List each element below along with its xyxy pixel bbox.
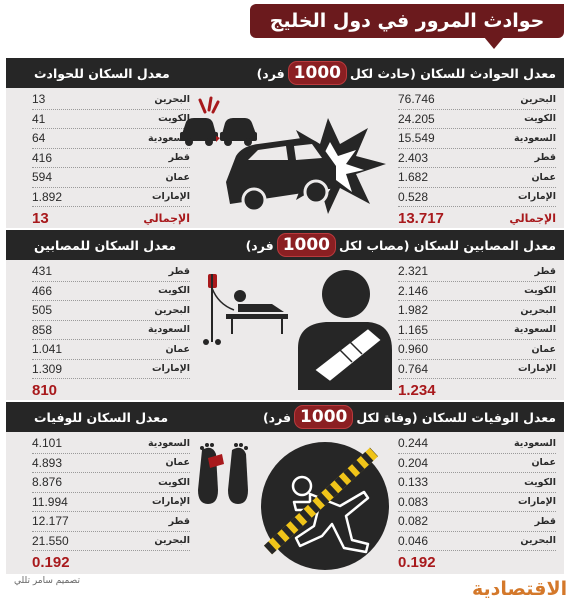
left-list: 13 البحرين 41 الكويت 64 السعودية 416 قطر 594…: [32, 90, 190, 229]
rate-title-post: فرد): [262, 409, 292, 425]
table-row: 0.046 البحرين: [398, 532, 556, 551]
table-row: 2.321 قطر: [398, 262, 556, 282]
population-title: معدل السكان للمصابين: [34, 237, 177, 253]
total-row: 13.717 الإجمالي: [398, 209, 556, 227]
rate-title-pre: معدل الوفيات للسكان (وفاة لكل: [356, 409, 556, 425]
table-row: 0.082 قطر: [398, 512, 556, 532]
table-row: 466 الكويت: [32, 282, 190, 301]
right-list: 0.244 السعودية 0.204 عمان 0.133 الكويت 0.08…: [398, 434, 556, 573]
total-row: 1.234: [398, 381, 436, 399]
rate-title: معدل الحوادث للسكان (حادث لكل 1000 فرد): [257, 58, 556, 88]
table-row: 1.165 السعودية: [398, 321, 556, 340]
table-row: 594 عمان: [32, 168, 190, 188]
table-row: 21.550 البحرين: [32, 532, 190, 551]
section-injuries: معدل المصابين للسكان (مصاب لكل 1000 فرد)…: [6, 230, 564, 400]
patient-bed-icon: [203, 274, 288, 345]
total-row: 0.192: [32, 553, 70, 571]
table-row: 0.133 الكويت: [398, 473, 556, 493]
table-row: 0.528 الإمارات: [398, 188, 556, 207]
left-list: 4.101 السعودية 4.893 عمان 8.876 الكويت 11.9…: [32, 434, 190, 573]
total-row: 0.192: [398, 553, 436, 571]
table-row: 431 قطر: [32, 262, 190, 282]
body-outline-icon: [261, 442, 389, 570]
section-deaths: معدل الوفيات للسكان (وفاة لكل 1000 فرد) …: [6, 402, 564, 574]
table-row: 15.549 السعودية: [398, 129, 556, 149]
rate-title-pre: معدل الحوادث للسكان (حادث لكل: [349, 65, 556, 81]
table-row: 0.204 عمان: [398, 454, 556, 473]
table-row: 1.982 البحرين: [398, 301, 556, 321]
table-row: 1.041 عمان: [32, 340, 190, 360]
population-title: معدل السكان للحوادث: [34, 65, 170, 81]
table-row: 0.244 السعودية: [398, 434, 556, 454]
rate-title-pre: معدل المصابين للسكان (مصاب لكل: [339, 237, 556, 253]
designer-credit: تصميم سامر تللي: [14, 576, 80, 586]
table-row: 0.960 عمان: [398, 340, 556, 360]
total-row: 810: [32, 381, 58, 399]
per-1000-badge: 1000: [287, 61, 347, 85]
table-row: 2.146 الكويت: [398, 282, 556, 301]
cars-collision-icon: [180, 96, 257, 146]
right-list: 2.321 قطر 2.146 الكويت 1.982 البحرين 1.165 ا…: [398, 262, 556, 401]
total-row: 13 الإجمالي: [32, 209, 190, 227]
table-row: 0.764 الإمارات: [398, 360, 556, 379]
feet-tag-icon: [198, 443, 248, 504]
section-accidents: معدل الحوادث للسكان (حادث لكل 1000 فرد) …: [6, 58, 564, 228]
right-list: 76.746 البحرين 24.205 الكويت 15.549 السعودي…: [398, 90, 556, 229]
per-1000-badge: 1000: [294, 405, 354, 429]
per-1000-badge: 1000: [276, 233, 337, 257]
rate-title: معدل المصابين للسكان (مصاب لكل 1000 فرد): [246, 230, 556, 260]
table-row: 12.177 قطر: [32, 512, 190, 532]
table-row: 0.083 الإمارات: [398, 493, 556, 512]
table-row: 1.309 الإمارات: [32, 360, 190, 379]
table-row: 2.403 قطر: [398, 149, 556, 168]
car-crash-icon: [226, 118, 386, 214]
table-row: 1.682 عمان: [398, 168, 556, 188]
table-row: 76.746 البحرين: [398, 90, 556, 110]
table-row: 13 البحرين: [32, 90, 190, 110]
section-header: معدل الحوادث للسكان (حادث لكل 1000 فرد) …: [6, 58, 564, 88]
table-row: 11.994 الإمارات: [32, 493, 190, 512]
table-row: 41 الكويت: [32, 110, 190, 129]
table-row: 4.893 عمان: [32, 454, 190, 473]
table-row: 64 السعودية: [32, 129, 190, 149]
section-header: معدل المصابين للسكان (مصاب لكل 1000 فرد)…: [6, 230, 564, 260]
rate-title-post: فرد): [256, 65, 285, 81]
page-title: حوادث المرور في دول الخليج: [250, 4, 564, 38]
table-row: 416 قطر: [32, 149, 190, 168]
table-row: 4.101 السعودية: [32, 434, 190, 454]
table-row: 505 البحرين: [32, 301, 190, 321]
left-list: 431 قطر 466 الكويت 505 البحرين 858 السعودية …: [32, 262, 190, 401]
title-pointer: [484, 37, 504, 49]
table-row: 858 السعودية: [32, 321, 190, 340]
injured-arm-icon: [298, 270, 392, 390]
table-row: 24.205 الكويت: [398, 110, 556, 129]
table-row: 1.892 الإمارات: [32, 188, 190, 207]
rate-title-post: فرد): [245, 237, 274, 253]
publisher-logo: الاقتصادية: [472, 578, 568, 600]
population-title: معدل السكان للوفيات: [34, 409, 169, 425]
table-row: 8.876 الكويت: [32, 473, 190, 493]
rate-title: معدل الوفيات للسكان (وفاة لكل 1000 فرد): [263, 402, 556, 432]
section-header: معدل الوفيات للسكان (وفاة لكل 1000 فرد) …: [6, 402, 564, 432]
